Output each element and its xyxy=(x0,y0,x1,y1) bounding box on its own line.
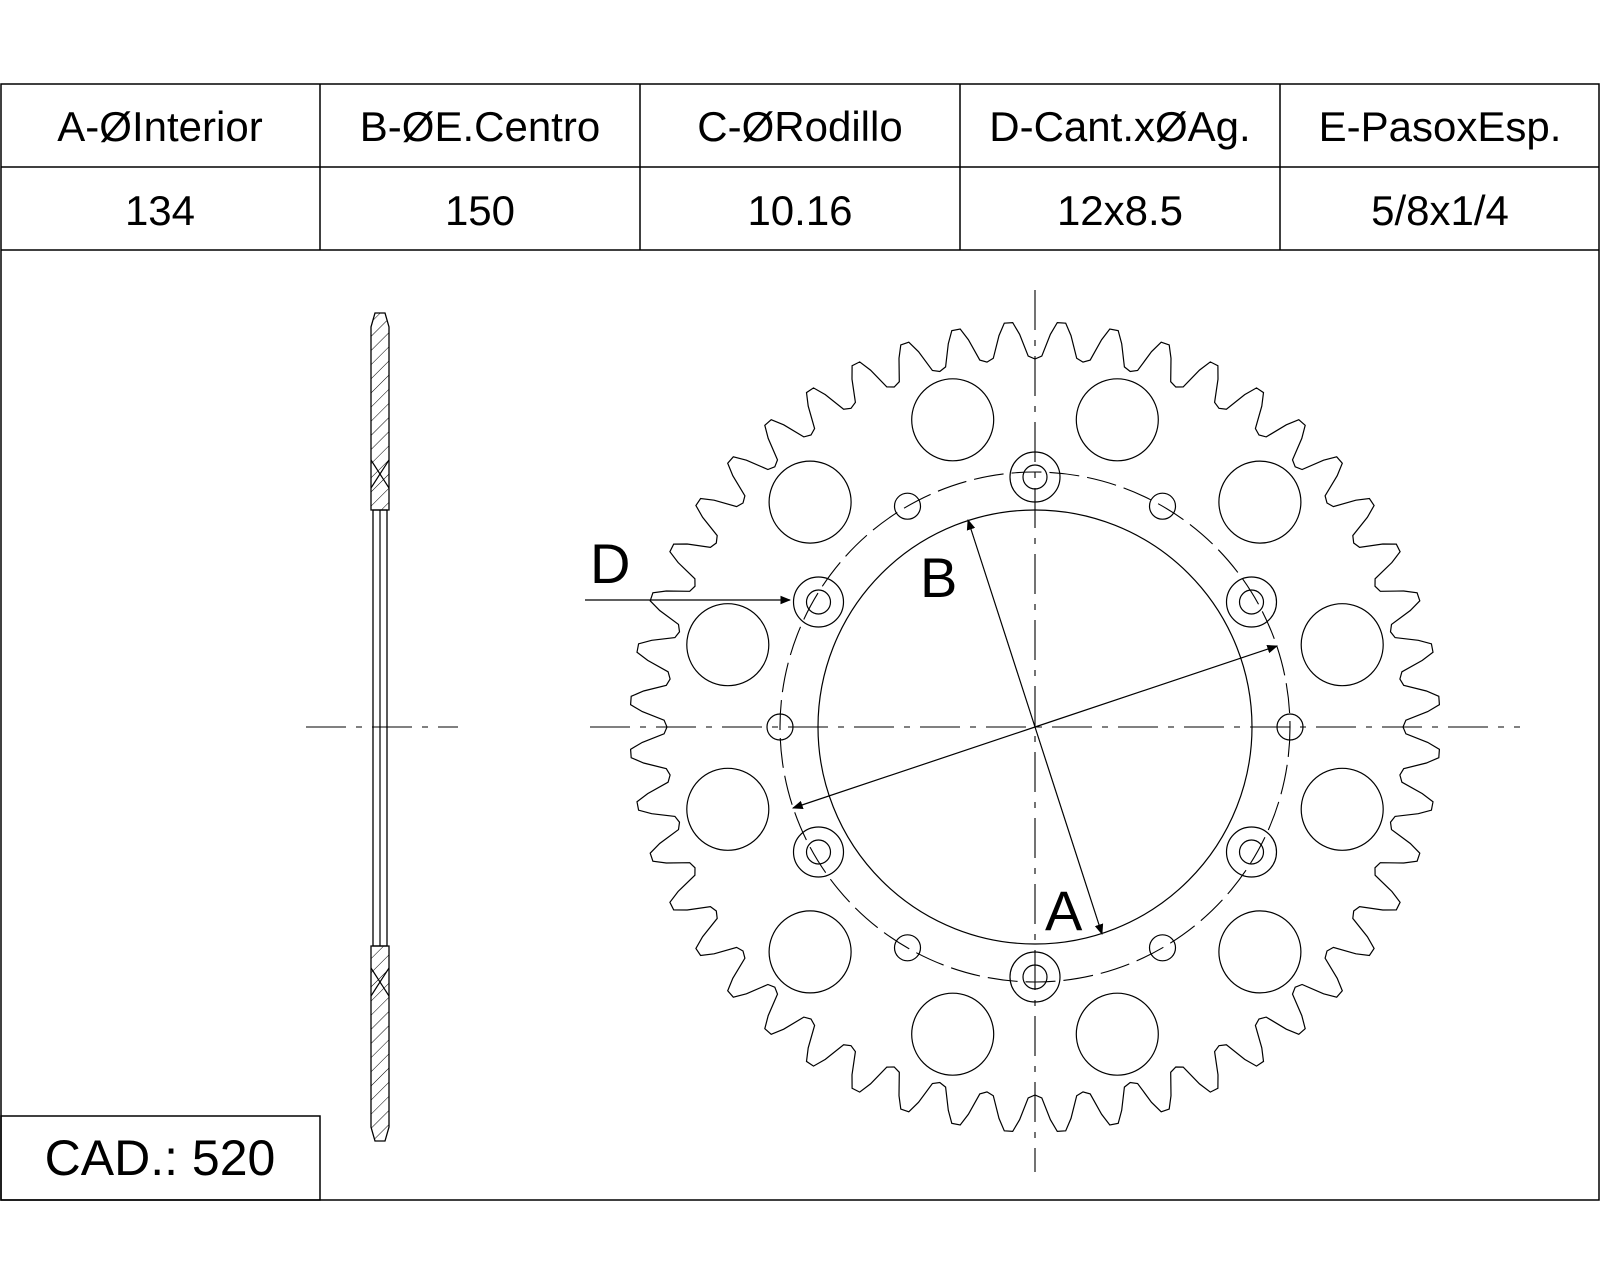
mounting-hole-ring xyxy=(1225,576,1278,628)
header-pitch-thickness: E-PasoxEsp. xyxy=(1319,103,1562,150)
dimension-annotations: A B D xyxy=(585,518,1279,942)
chain-box: CAD.: 520 xyxy=(0,1115,321,1201)
sprocket-front-view xyxy=(590,290,1520,1172)
small-hole xyxy=(1148,492,1177,520)
mounting-hole-ring xyxy=(792,576,845,628)
dimension-a-arrow xyxy=(966,518,1036,728)
header-center-diameter: B-ØE.Centro xyxy=(360,103,600,150)
lightening-hole xyxy=(1300,603,1384,687)
side-profile-rim-bottom xyxy=(370,945,390,1142)
lightening-holes xyxy=(686,378,1384,1076)
lightening-hole xyxy=(911,378,995,462)
lightening-hole xyxy=(768,460,852,544)
value-holes: 12x8.5 xyxy=(1057,187,1183,234)
mounting-hole-ring xyxy=(1225,826,1278,878)
lightening-hole xyxy=(768,910,852,994)
value-roller-diameter: 10.16 xyxy=(747,187,852,234)
mounting-hole xyxy=(1238,839,1265,865)
side-profile-shoulder xyxy=(370,459,390,489)
value-interior-diameter: 134 xyxy=(125,187,195,234)
dimension-label-d: D xyxy=(590,532,630,595)
dimension-b-arrow xyxy=(791,726,1036,810)
side-profile-shoulder xyxy=(370,967,390,997)
mounting-hole-ring xyxy=(792,826,845,878)
mounting-hole xyxy=(805,839,832,865)
side-profile-rim-top xyxy=(370,312,390,511)
value-center-diameter: 150 xyxy=(445,187,515,234)
header-interior-diameter: A-ØInterior xyxy=(57,103,262,150)
mounting-hole xyxy=(805,589,832,615)
header-holes: D-Cant.xØAg. xyxy=(989,103,1250,150)
value-pitch-thickness: 5/8x1/4 xyxy=(1371,187,1509,234)
lightening-hole xyxy=(686,603,770,687)
lightening-hole xyxy=(1300,767,1384,851)
lightening-hole xyxy=(1218,910,1302,994)
spec-table: A-ØInterior B-ØE.Centro C-ØRodillo D-Can… xyxy=(0,83,1600,1201)
mounting-holes xyxy=(792,451,1278,1003)
chain-box-frame xyxy=(0,1115,321,1201)
drawing-frame xyxy=(0,83,1600,1201)
lightening-hole xyxy=(1075,378,1159,462)
chain-label: CAD.: 520 xyxy=(45,1130,276,1186)
small-hole xyxy=(1148,934,1177,962)
dimension-label-a: A xyxy=(1045,879,1083,942)
lightening-hole xyxy=(1075,992,1159,1076)
dimension-b-arrow xyxy=(1034,644,1279,728)
mounting-hole xyxy=(1238,589,1265,615)
dimension-label-b: B xyxy=(920,546,957,609)
header-roller-diameter: C-ØRodillo xyxy=(697,103,902,150)
lightening-hole xyxy=(686,767,770,851)
side-profile-view xyxy=(306,312,458,1142)
lightening-hole xyxy=(911,992,995,1076)
lightening-hole xyxy=(1218,460,1302,544)
dimension-a-arrow xyxy=(1034,726,1104,936)
small-holes xyxy=(766,492,1304,962)
small-hole xyxy=(893,934,922,962)
small-hole xyxy=(893,492,922,520)
